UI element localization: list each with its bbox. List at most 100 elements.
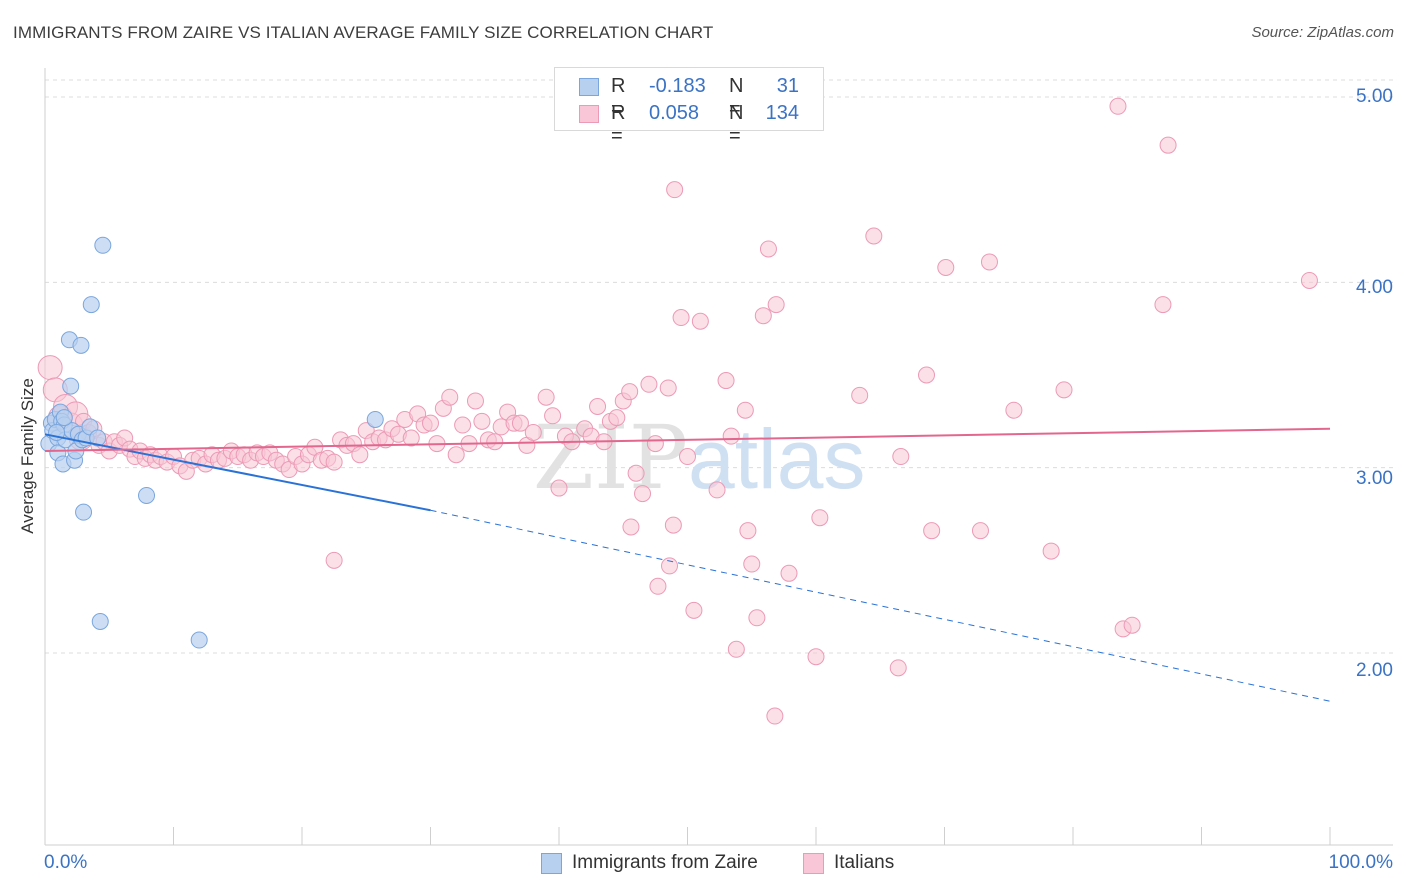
italians-point — [937, 259, 955, 277]
italians-point — [351, 446, 369, 464]
italians-point — [807, 648, 825, 666]
italians-point — [37, 355, 63, 381]
italians-point — [627, 464, 645, 482]
legend-swatch-italians — [579, 105, 599, 123]
italians-point — [550, 479, 568, 497]
zaire-trend-line — [44, 433, 431, 512]
x-axis-min-label: 0.0% — [44, 852, 88, 873]
italians-point — [1055, 381, 1073, 399]
italians-point — [780, 564, 798, 582]
zaire-point — [89, 429, 107, 447]
italians-point — [466, 392, 484, 410]
bottom-legend-swatch-italians — [803, 853, 824, 874]
zaire-point — [94, 236, 112, 254]
italians-point — [608, 409, 626, 427]
italians-point — [736, 401, 754, 419]
italians-point — [727, 640, 745, 658]
italians-point — [473, 412, 491, 430]
zaire-points — [40, 236, 384, 649]
italians-points — [37, 97, 1318, 725]
italians-point — [739, 522, 757, 540]
italians-point — [892, 448, 910, 466]
italians-point — [511, 414, 529, 432]
zaire-trend-extension — [430, 509, 1331, 702]
legend-n-value: 31 — [776, 75, 799, 97]
italians-point — [1123, 616, 1141, 634]
italians-point — [1109, 97, 1127, 115]
italians-point — [811, 509, 829, 527]
italians-point — [634, 485, 652, 503]
italians-point — [659, 379, 677, 397]
italians-point — [708, 481, 726, 499]
italians-point — [851, 386, 869, 404]
italians-point — [537, 388, 555, 406]
x-axis-max-label: 100.0% — [1328, 852, 1393, 873]
italians-point — [486, 433, 504, 451]
axes — [44, 68, 1393, 846]
y-tick-label: 2.00 — [1356, 660, 1393, 681]
legend-r-label: R = — [611, 102, 626, 147]
zaire-point — [62, 377, 80, 395]
italians-point — [889, 659, 907, 677]
zaire-point — [72, 336, 90, 354]
italians-point — [743, 555, 761, 573]
chart-title: IMMIGRANTS FROM ZAIRE VS ITALIAN AVERAGE… — [13, 23, 714, 42]
y-tick-label: 5.00 — [1356, 86, 1393, 107]
italians-point — [325, 453, 343, 471]
italians-point — [666, 181, 684, 199]
chart-source: Source: ZipAtlas.com — [1251, 24, 1394, 41]
italians-point — [1159, 136, 1177, 154]
zaire-point — [82, 296, 100, 314]
bottom-legend-label: Immigrants from Zaire — [572, 852, 758, 873]
italians-point — [649, 577, 667, 595]
italians-point — [918, 366, 936, 384]
zaire-point — [55, 409, 73, 427]
italians-point — [754, 307, 772, 325]
italians-point — [454, 416, 472, 434]
italians-point — [748, 609, 766, 627]
italians-point — [717, 372, 735, 390]
italians-point — [325, 551, 343, 569]
italians-point — [1042, 542, 1060, 560]
italians-point — [664, 516, 682, 534]
legend-n-label: N = — [729, 75, 744, 120]
zaire-point — [190, 631, 208, 649]
zaire-point — [91, 612, 109, 630]
italians-point — [923, 522, 941, 540]
italians-point — [621, 383, 639, 401]
watermark: ZIP atlas — [533, 406, 866, 509]
trend-lines — [44, 427, 1331, 702]
zaire-point — [138, 486, 156, 504]
italians-point — [722, 427, 740, 445]
zaire-point — [75, 503, 93, 521]
italians-point — [679, 448, 696, 466]
italians-point — [685, 601, 703, 619]
italians-point — [544, 407, 562, 425]
legend-r-value: -0.183 — [649, 75, 706, 97]
bottom-legend-swatch-zaire — [541, 853, 562, 874]
zaire-point — [366, 410, 384, 428]
italians-point — [589, 398, 607, 416]
legend-r-label: R = — [611, 75, 626, 120]
italians-point — [447, 446, 465, 464]
italians-point — [402, 429, 420, 447]
italians-point — [661, 557, 679, 575]
italians-point — [980, 253, 998, 271]
legend-r-value: 0.058 — [649, 102, 700, 124]
italians-point — [640, 375, 658, 393]
y-axis-title: Average Family Size — [18, 378, 37, 534]
italians-point — [1300, 271, 1318, 289]
legend-n-label: N = — [729, 102, 744, 147]
italians-point — [971, 522, 989, 540]
italians-point — [691, 312, 709, 330]
italians-point — [766, 707, 784, 725]
italians-point — [865, 227, 883, 245]
italians-point — [646, 435, 664, 453]
bottom-legend-label: Italians — [834, 852, 895, 873]
italians-trend-line — [44, 427, 1331, 452]
italians-point — [1005, 401, 1023, 419]
grid-lines — [45, 79, 1393, 654]
italians-point — [622, 518, 640, 536]
italians-point — [524, 423, 542, 441]
